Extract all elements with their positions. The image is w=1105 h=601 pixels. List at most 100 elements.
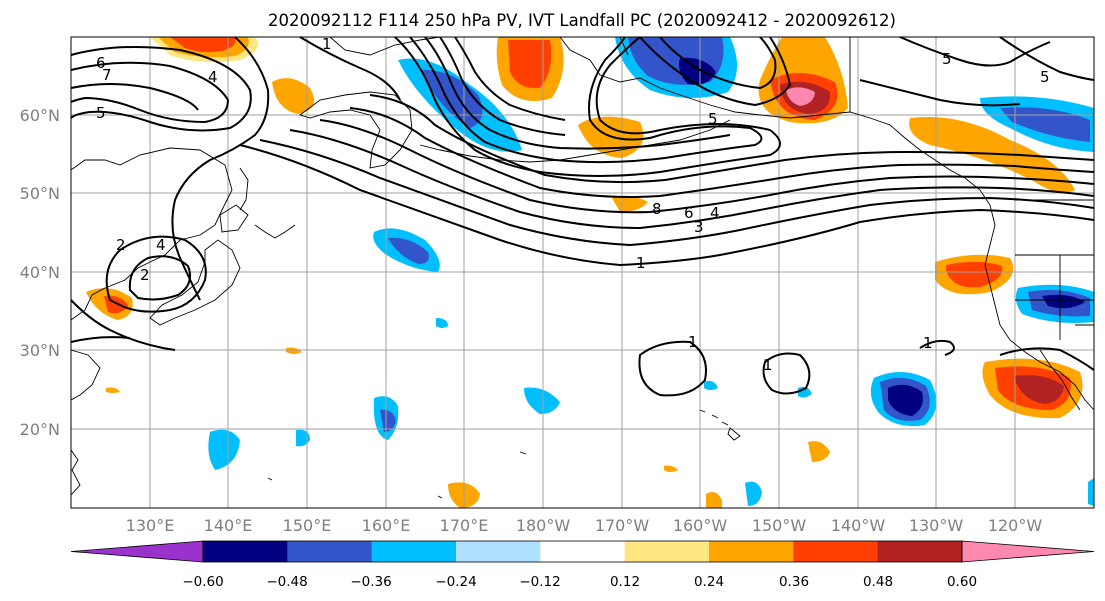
coastline-baja — [1039, 349, 1081, 411]
coastline-island — [519, 451, 527, 455]
contour-label: 7 — [102, 66, 112, 84]
lon-label: 170°E — [440, 516, 489, 535]
colorbar-tick-label: 0.60 — [947, 574, 977, 590]
coastline-island — [437, 495, 443, 499]
coastline-asia — [70, 349, 101, 401]
anomaly-negative-blob — [380, 409, 396, 432]
colorbar-tick-label: 0.12 — [610, 574, 640, 590]
pv-contour — [259, 139, 1095, 247]
contour-label: 1 — [322, 35, 332, 53]
contour-label: 5 — [942, 50, 952, 68]
anomaly-negative-blob — [1088, 478, 1094, 506]
coastlines — [70, 36, 1095, 499]
lat-label: 30°N — [20, 341, 60, 360]
anomaly-negative-blob — [436, 318, 448, 328]
anomaly-positive-blob — [272, 78, 314, 114]
contour-label: 4 — [710, 204, 720, 222]
colorbar-segment — [203, 541, 288, 562]
lon-label: 160°E — [362, 516, 411, 535]
contour-labels: 1 1 1 1 1 2 2 3 4 4 4 5 5 5 5 6 6 7 8 — [96, 35, 1050, 374]
pv-contour — [70, 336, 131, 343]
pv-anomaly-shading — [86, 37, 1094, 508]
lon-label: 120°W — [988, 516, 1043, 535]
contour-label: 5 — [96, 104, 106, 122]
pv-contour — [919, 339, 955, 356]
pv-contour — [171, 36, 270, 301]
colorbar-segment — [877, 541, 963, 562]
anomaly-positive-blob — [170, 37, 236, 52]
contour-label: 1 — [763, 356, 773, 374]
contour-label: 5 — [1040, 68, 1050, 86]
colorbar-ticks: −0.60 −0.48 −0.36 −0.24 −0.12 0.12 0.24 … — [182, 574, 977, 590]
colorbar-segment — [371, 541, 457, 562]
pv-contour — [70, 299, 176, 351]
anomaly-positive-blob — [612, 195, 648, 212]
anomaly-positive-blob — [286, 347, 302, 354]
colorbar-segment — [709, 541, 794, 562]
map-panel: 1 1 1 1 1 2 2 3 4 4 4 5 5 5 5 6 6 7 8 — [70, 35, 1095, 509]
pv-contour — [299, 36, 401, 101]
pv-contour — [239, 144, 1095, 267]
anomaly-positive-blob — [909, 116, 1075, 193]
pv-contours — [70, 36, 1095, 397]
colorbar-segment — [287, 541, 373, 562]
lon-label: 160°W — [673, 516, 728, 535]
pv-contour — [409, 36, 763, 164]
colorbar-tick-label: −0.36 — [350, 574, 391, 590]
lon-label: 170°W — [595, 516, 650, 535]
colorbar-segments — [70, 540, 1095, 563]
contour-label: 4 — [156, 236, 166, 254]
colorbar-segment — [624, 541, 710, 562]
coastline-kurils — [254, 224, 296, 239]
figure-title: 2020092112 F114 250 hPa PV, IVT Landfall… — [268, 11, 896, 30]
coastline-north-america — [984, 264, 1095, 411]
coastline-hawaii — [721, 421, 729, 426]
contour-label: 8 — [652, 200, 662, 218]
anomaly-positive-blob — [664, 465, 678, 472]
contour-label: 1 — [923, 334, 933, 352]
anomaly-positive-blob — [786, 87, 815, 106]
pv-contour — [319, 119, 1095, 214]
anomaly-positive-blob — [706, 492, 722, 508]
pv-contour — [394, 36, 781, 177]
anomaly-positive-blob — [508, 40, 552, 89]
lat-label: 60°N — [20, 106, 60, 125]
pv-contour — [369, 94, 1095, 184]
colorbar-tick-label: −0.12 — [519, 574, 560, 590]
contour-label: 5 — [708, 110, 718, 128]
pv-contour — [349, 107, 1095, 198]
colorbar-tick-label: −0.60 — [182, 574, 223, 590]
map-frame — [70, 36, 1095, 509]
lon-label: 150°E — [283, 516, 332, 535]
colorbar-tick-label: 0.48 — [863, 574, 893, 590]
pv-contour — [289, 129, 1095, 230]
colorbar-extend-high — [961, 540, 1095, 563]
contour-label: 3 — [694, 218, 704, 236]
pv-contour — [762, 352, 811, 395]
coastline-alaska — [619, 36, 629, 56]
coastline-hawaii — [727, 427, 741, 441]
pv-contour — [659, 36, 777, 90]
pv-contour — [128, 255, 191, 301]
lat-label: 40°N — [20, 263, 60, 282]
coastline-hawaii — [699, 409, 706, 413]
pv-contour — [424, 36, 731, 150]
contour-label: 2 — [140, 266, 150, 284]
anomaly-positive-blob — [808, 441, 830, 462]
pv-contour — [454, 36, 566, 121]
pv-contour — [70, 45, 252, 132]
anomaly-negative-blob — [704, 380, 718, 390]
anomaly-positive-blob — [1014, 375, 1064, 404]
anomaly-negative-blob — [420, 69, 483, 128]
pv-contour — [999, 347, 1095, 371]
coastline-japan — [219, 204, 249, 233]
anomaly-negative-blob — [888, 384, 923, 416]
latitude-labels: 60°N 50°N 40°N 30°N 20°N — [20, 106, 60, 439]
lon-label: 150°W — [752, 516, 807, 535]
contour-label: 1 — [688, 333, 698, 351]
colorbar-tick-label: −0.24 — [435, 574, 476, 590]
lon-label: 130°E — [126, 516, 175, 535]
pv-contour — [639, 36, 792, 107]
contour-label: 1 — [636, 254, 646, 272]
anomaly-positive-blob — [946, 261, 1003, 288]
